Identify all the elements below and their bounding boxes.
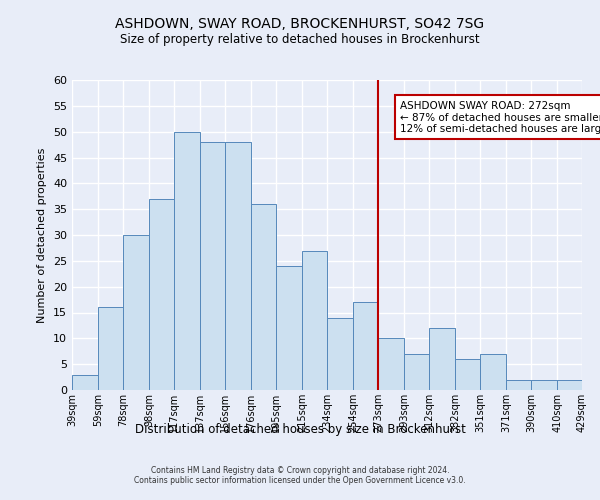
Text: Distribution of detached houses by size in Brockenhurst: Distribution of detached houses by size … [134, 422, 466, 436]
Y-axis label: Number of detached properties: Number of detached properties [37, 148, 47, 322]
Text: Contains HM Land Registry data © Crown copyright and database right 2024.
Contai: Contains HM Land Registry data © Crown c… [134, 466, 466, 485]
Bar [225, 142, 251, 390]
Bar [276, 266, 302, 390]
Bar [251, 204, 276, 390]
Bar [72, 374, 98, 390]
Bar [123, 235, 149, 390]
Bar [378, 338, 404, 390]
Bar [429, 328, 455, 390]
Bar [480, 354, 506, 390]
Bar [506, 380, 531, 390]
Bar [174, 132, 200, 390]
Bar [200, 142, 225, 390]
Bar [455, 359, 480, 390]
Bar [149, 199, 174, 390]
Bar [557, 380, 582, 390]
Text: ASHDOWN, SWAY ROAD, BROCKENHURST, SO42 7SG: ASHDOWN, SWAY ROAD, BROCKENHURST, SO42 7… [115, 18, 485, 32]
Text: ASHDOWN SWAY ROAD: 272sqm
← 87% of detached houses are smaller (347)
12% of semi: ASHDOWN SWAY ROAD: 272sqm ← 87% of detac… [400, 100, 600, 134]
Bar [98, 308, 123, 390]
Bar [353, 302, 378, 390]
Bar [327, 318, 353, 390]
Text: Size of property relative to detached houses in Brockenhurst: Size of property relative to detached ho… [120, 32, 480, 46]
Bar [404, 354, 429, 390]
Bar [531, 380, 557, 390]
Bar [302, 250, 327, 390]
